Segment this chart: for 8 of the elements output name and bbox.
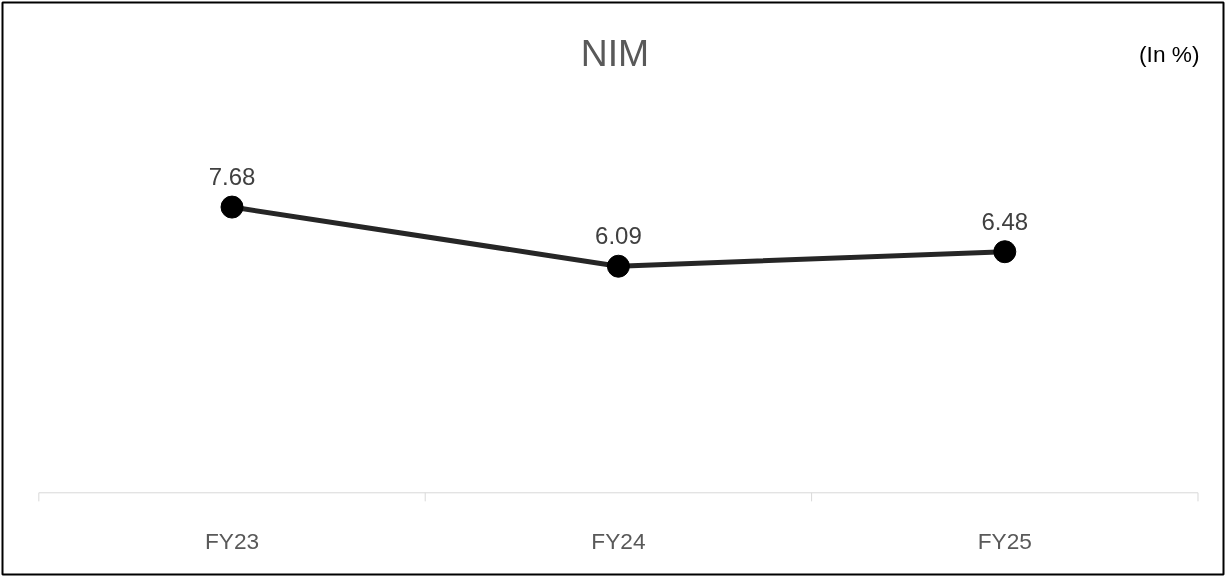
data-label: 7.68 — [208, 163, 256, 191]
chart-title: NIM — [580, 31, 650, 74]
data-label: 6.09 — [595, 222, 642, 250]
x-tick-label: FY24 — [591, 527, 646, 554]
x-tick-label: FY23 — [204, 527, 260, 554]
text: (In %) — [1139, 40, 1200, 67]
data-label: 6.48 — [981, 207, 1029, 235]
x-tick-label: FY25 — [977, 527, 1032, 554]
